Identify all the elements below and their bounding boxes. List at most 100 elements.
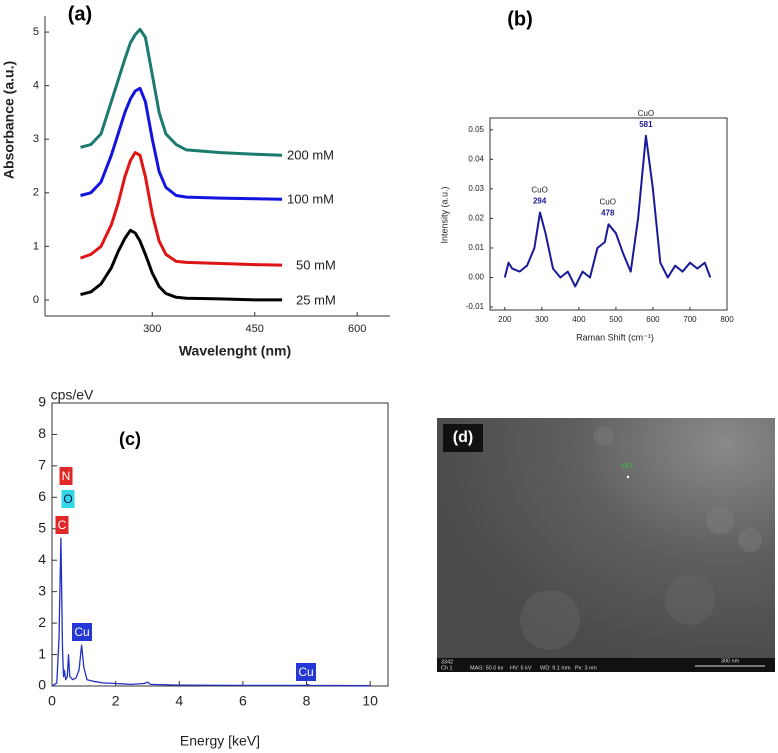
x-axis-label: Wavelenght (nm) (179, 343, 291, 359)
x-tick-label: 10 (362, 693, 378, 709)
y-tick-label: 0 (33, 294, 39, 306)
panel-title: (c) (119, 429, 141, 449)
panel-title: (b) (507, 8, 533, 30)
info-bar (437, 658, 775, 672)
x-tick-label: 6 (239, 693, 247, 709)
annotation-value: 294 (533, 197, 547, 206)
y-tick-label: 6 (38, 488, 46, 504)
peak-label: N (62, 469, 71, 483)
y-tick-label: 3 (38, 582, 46, 598)
peak-label: C (58, 518, 67, 532)
y-tick-label: 2 (33, 187, 39, 199)
marker (626, 475, 630, 479)
series-line (80, 86, 283, 201)
x-tick-label: 2 (112, 693, 120, 709)
sem-image (437, 418, 775, 672)
chart-panel: -0.01 0.00 0.01 0.02 0.03 0.04 0.05 200 300 400 50… (439, 8, 734, 342)
series-label: 100 mM (287, 192, 334, 207)
y-tick-label: 9 (38, 394, 46, 410)
series-line (80, 27, 283, 157)
y-tick-label: 0.00 (468, 273, 484, 282)
y-tick-label: 3 (33, 133, 39, 145)
series-line (51, 537, 371, 687)
x-tick-label: 300 (143, 323, 161, 335)
panel-title: (a) (68, 3, 92, 25)
y-axis-label: cps/eV (51, 387, 94, 403)
x-tick-label: 800 (720, 315, 734, 324)
y-tick-label: 1 (38, 645, 46, 661)
info-text: Px: 3 nm (575, 665, 597, 671)
plot-frame (51, 402, 389, 687)
info-text: 3342 (441, 659, 453, 665)
marker-label: +0.1 (621, 464, 634, 470)
peak-label-box (61, 490, 75, 508)
x-axis-label: Energy [keV] (180, 733, 260, 749)
y-tick-label: 1 (33, 240, 39, 252)
annotation-value: 478 (601, 208, 615, 217)
panel-label: (d) (453, 429, 473, 446)
plot-frame (489, 117, 728, 311)
peak-label: O (63, 492, 72, 506)
peak-label-box (72, 623, 92, 641)
y-axis-label: Intensity (a.u.) (439, 186, 449, 243)
y-tick-label: -0.01 (466, 302, 485, 311)
x-tick-label: 200 (498, 315, 512, 324)
annotation-label: CuO (531, 186, 547, 195)
peak-label-box (296, 663, 316, 681)
info-text: MAG: 50.0 kx (470, 665, 504, 671)
particle (706, 506, 734, 534)
peak-label: Cu (74, 625, 89, 639)
annotation-value: 581 (639, 120, 653, 129)
peak-label-box (59, 467, 73, 485)
series-line (79, 151, 283, 267)
chart-panel: 0 1 2 3 4 5 300 450 600 (a) Wavelenght (nm) Absorba… (1, 3, 390, 359)
scale-bar-label: 300 nm (721, 658, 740, 664)
series-label: 50 mM (296, 258, 336, 273)
y-tick-label: 4 (33, 80, 39, 92)
y-tick-label: 5 (33, 26, 39, 38)
annotation-label: CuO (638, 109, 654, 118)
x-tick-label: 300 (535, 315, 549, 324)
y-tick-label: 0.03 (468, 184, 484, 193)
info-text: Ch 1 (441, 665, 453, 671)
info-text: HV: 5 kV (510, 665, 532, 671)
y-tick-label: 0 (38, 677, 46, 693)
annotation-label: CuO (600, 197, 616, 206)
peak-label-box (55, 516, 69, 534)
y-tick-label: 0.04 (468, 154, 484, 163)
particle (520, 590, 580, 650)
x-tick-label: 8 (303, 693, 311, 709)
panel-label-box (443, 424, 483, 452)
y-tick-label: 5 (38, 519, 46, 535)
y-axis-label: Absorbance (a.u.) (1, 61, 17, 179)
y-tick-label: 0.02 (468, 214, 484, 223)
y-tick-label: 2 (38, 614, 46, 630)
x-tick-label: 600 (646, 315, 660, 324)
y-tick-label: 4 (38, 551, 46, 567)
series-label: 25 mM (296, 292, 336, 307)
y-tick-label: 0.01 (468, 243, 484, 252)
x-tick-label: 600 (348, 323, 366, 335)
series-label: 200 mM (287, 148, 334, 163)
x-tick-label: 500 (609, 315, 623, 324)
series-line (503, 134, 712, 288)
series-line (80, 228, 283, 302)
y-tick-label: 0.05 (468, 125, 484, 134)
x-tick-label: 700 (683, 315, 697, 324)
particle (594, 426, 614, 446)
x-axis-label: Raman Shift (cm⁻¹) (576, 332, 654, 342)
particle (665, 575, 715, 625)
peak-label: Cu (298, 665, 313, 679)
chart-panel: 0 1 2 3 4 5 6 7 8 9 0 2 4 6 8 10 (c) Energy [keV] cps/eV NO… (38, 387, 389, 749)
x-tick-label: 0 (48, 693, 56, 709)
y-tick-label: 7 (38, 457, 46, 473)
y-tick-label: 8 (38, 425, 46, 441)
x-tick-label: 4 (175, 693, 183, 709)
x-tick-label: 400 (572, 315, 586, 324)
particle (738, 528, 762, 552)
x-tick-label: 450 (246, 323, 264, 335)
info-text: WD: 9.1 mm (540, 665, 571, 671)
sem-panel: (d) +0.1 3342 Ch 1 MAG: 50.0 kx HV: 5 kV… (437, 418, 775, 672)
